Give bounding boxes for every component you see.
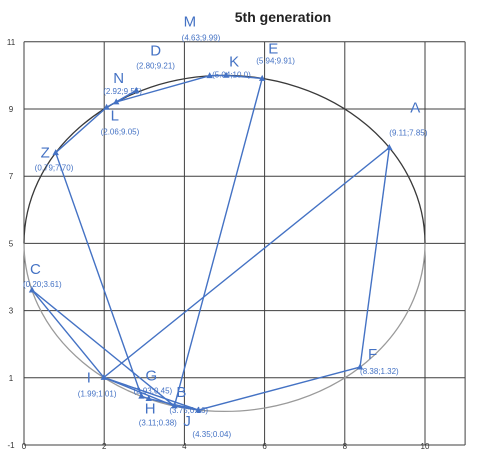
edge-D-L xyxy=(106,89,137,108)
point-coord-label-H: (3.11;0.38) xyxy=(139,419,177,428)
x-tick-label: 10 xyxy=(421,442,430,451)
x-tick-label: 4 xyxy=(182,442,187,451)
point-marker-N xyxy=(113,98,120,105)
point-markers xyxy=(28,71,393,413)
point-marker-L xyxy=(103,103,110,110)
y-tick-label: 5 xyxy=(9,239,14,248)
point-name-I: I xyxy=(87,369,91,386)
point-coord-label-C: (0.20;3.61) xyxy=(23,280,62,289)
point-labels: A (9.11;7.85) B (3.75;0.16) C (0.20;3.61) D (2.… xyxy=(23,14,428,439)
point-marker-F xyxy=(356,363,364,370)
point-marker-A xyxy=(386,144,393,151)
chart-title: 5th generation xyxy=(235,9,331,25)
point-coord-label-L: (2.06;9.05) xyxy=(101,127,140,136)
edge-I-A xyxy=(103,147,390,379)
point-name-G: G xyxy=(145,367,157,384)
point-coord-label-K: (5.04;10.0) xyxy=(212,70,251,79)
x-tick-label: 6 xyxy=(262,442,267,451)
axis-ticks: 0 2 4 6 8 10 -1 1 3 5 7 9 11 xyxy=(7,38,430,451)
point-name-A: A xyxy=(410,100,420,117)
point-marker-Z xyxy=(52,149,59,156)
point-coord-label-N: (2.92;9.55) xyxy=(103,87,142,96)
point-marker-K xyxy=(222,71,230,78)
point-name-J: J xyxy=(183,413,191,430)
y-tick-label: 9 xyxy=(9,105,14,114)
edge-C-B xyxy=(31,289,175,407)
edge-L-Z xyxy=(55,106,108,154)
point-marker-I xyxy=(100,373,107,380)
edge-I-C xyxy=(31,289,105,378)
point-name-B: B xyxy=(176,384,186,401)
point-name-M: M xyxy=(184,14,197,31)
point-coord-label-A: (9.11;7.85) xyxy=(389,129,427,138)
point-coord-label-D: (2.80;9.21) xyxy=(136,62,175,71)
point-name-Z: Z xyxy=(41,145,50,162)
point-marker-D xyxy=(133,86,140,93)
circle-lower-arc xyxy=(23,243,426,413)
point-coord-label-F: (8.38;1.32) xyxy=(360,367,399,376)
point-coord-label-J: (4.35;0.04) xyxy=(192,430,231,439)
y-tick-label: 7 xyxy=(9,172,14,181)
point-marker-E xyxy=(258,74,266,81)
point-name-L: L xyxy=(111,107,119,124)
point-name-F: F xyxy=(368,346,377,363)
edge-Z-G xyxy=(55,152,143,397)
point-coord-label-I: (1.99;1.01) xyxy=(78,389,117,398)
edge-J-I xyxy=(103,376,199,411)
point-coord-label-E: (5.94;9.91) xyxy=(256,56,295,65)
point-name-K: K xyxy=(229,53,239,70)
point-name-E: E xyxy=(268,40,278,57)
point-name-C: C xyxy=(30,261,41,278)
edge-B-E xyxy=(173,78,263,407)
y-tick-label: 3 xyxy=(9,307,14,316)
point-name-H: H xyxy=(145,401,156,418)
edge-F-J xyxy=(198,366,361,411)
point-marker-J xyxy=(195,406,202,413)
x-tick-label: 0 xyxy=(22,442,27,451)
point-name-D: D xyxy=(150,43,161,60)
point-coord-label-G: (2.93;0.45) xyxy=(133,386,172,395)
point-marker-B xyxy=(171,402,178,409)
point-coord-label-M: (4.63;9.99) xyxy=(182,34,221,43)
edge-A-F xyxy=(359,147,391,368)
point-coord-label-B: (3.75;0.16) xyxy=(169,406,208,415)
point-marker-H xyxy=(145,395,152,402)
edge-B-I xyxy=(103,376,175,407)
route-edges xyxy=(31,74,391,411)
point-marker-C xyxy=(28,286,36,293)
y-tick-label: 11 xyxy=(7,38,16,47)
point-marker-M xyxy=(206,72,213,79)
edge-M-N xyxy=(116,75,210,103)
edge-E-K xyxy=(226,74,263,80)
point-marker-G xyxy=(138,392,145,399)
x-tick-label: 2 xyxy=(102,442,107,451)
x-tick-label: 8 xyxy=(343,442,348,451)
y-tick-label: 1 xyxy=(9,374,14,383)
y-tick-label: -1 xyxy=(7,441,15,450)
point-name-N: N xyxy=(113,70,124,87)
point-coord-label-Z: (0.79;7.70) xyxy=(35,164,74,173)
